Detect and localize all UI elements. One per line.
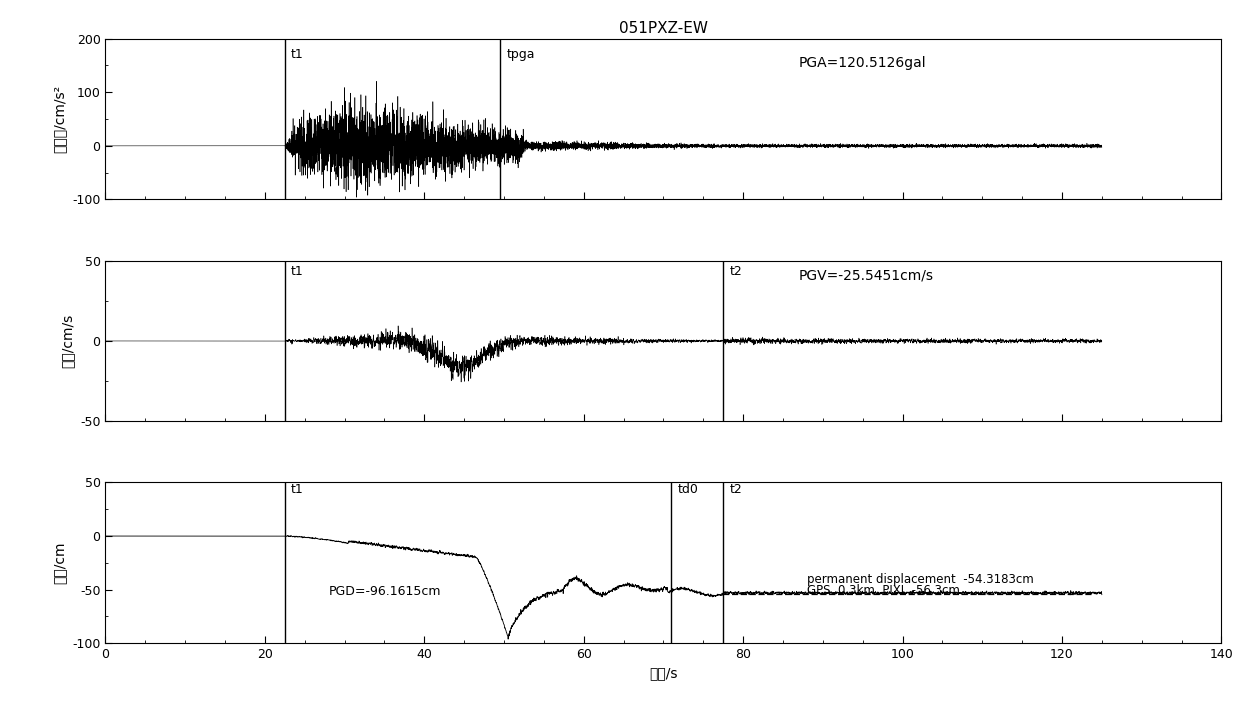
Text: permanent displacement  -54.3183cm: permanent displacement -54.3183cm	[807, 573, 1034, 586]
Text: t2: t2	[729, 265, 743, 278]
Text: t2: t2	[729, 483, 743, 496]
Text: GPS  0.3km  PIXI  -56.3cm: GPS 0.3km PIXI -56.3cm	[807, 584, 960, 597]
Text: PGA=120.5126gal: PGA=120.5126gal	[799, 56, 926, 70]
X-axis label: 时间/s: 时间/s	[650, 666, 677, 681]
Text: t1: t1	[291, 49, 304, 61]
Text: t1: t1	[291, 483, 304, 496]
Text: tpga: tpga	[506, 49, 534, 61]
Text: td0: td0	[678, 483, 698, 496]
Title: 051PXZ-EW: 051PXZ-EW	[619, 21, 708, 36]
Y-axis label: 速度/cm/s: 速度/cm/s	[61, 314, 74, 368]
Y-axis label: 加速度/cm/s²: 加速度/cm/s²	[52, 85, 67, 153]
Y-axis label: 位移/cm: 位移/cm	[52, 541, 67, 584]
Text: t1: t1	[291, 265, 304, 278]
Text: PGV=-25.5451cm/s: PGV=-25.5451cm/s	[799, 269, 934, 283]
Text: PGD=-96.1615cm: PGD=-96.1615cm	[329, 585, 441, 598]
